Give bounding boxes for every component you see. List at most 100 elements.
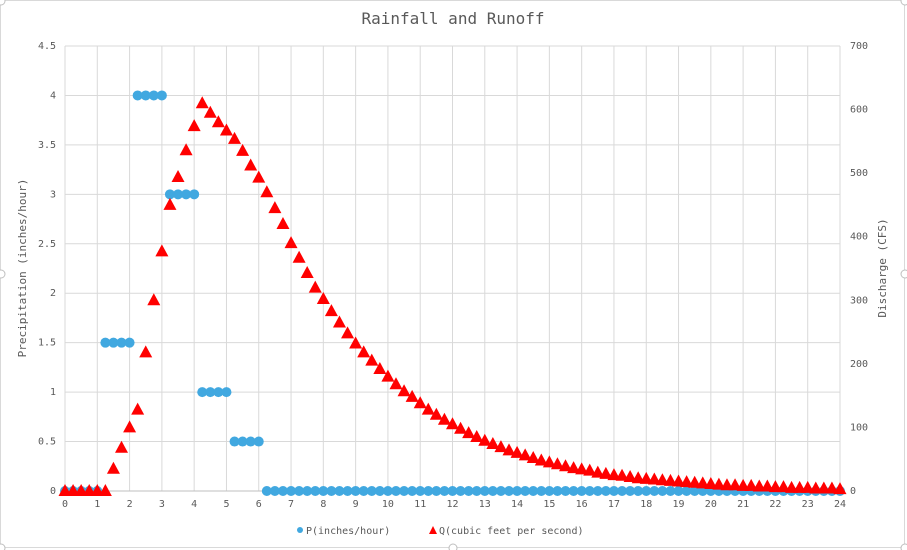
precipitation-point	[221, 387, 232, 398]
left-tick-label: 3.5	[38, 140, 56, 151]
discharge-point	[324, 304, 338, 317]
discharge-point	[744, 478, 758, 491]
discharge-point	[147, 293, 161, 306]
left-tick-label: 3	[50, 189, 56, 200]
x-tick-label: 10	[382, 499, 394, 510]
precipitation-point	[245, 436, 256, 447]
discharge-point	[696, 476, 710, 489]
discharge-point	[268, 201, 282, 214]
x-tick-label: 15	[543, 499, 555, 510]
resize-handle-middle-right[interactable]	[900, 269, 907, 279]
discharge-point	[825, 481, 839, 494]
right-tick-label: 0	[850, 486, 856, 497]
precipitation-point	[382, 486, 393, 496]
precipitation-point	[334, 486, 345, 496]
discharge-point	[284, 236, 298, 249]
precipitation-point	[173, 189, 184, 200]
x-tick-label: 20	[705, 499, 717, 510]
resize-handle-bottom-middle[interactable]	[448, 543, 458, 550]
discharge-point	[260, 185, 274, 198]
precipitation-point	[108, 337, 119, 348]
discharge-point	[712, 477, 726, 490]
resize-handle-bottom-right[interactable]	[900, 543, 907, 550]
left-tick-label: 4	[50, 90, 56, 101]
precipitation-point	[463, 486, 474, 496]
precipitation-point	[302, 486, 313, 496]
left-tick-label: 2.5	[38, 239, 56, 250]
discharge-point	[526, 450, 540, 463]
precipitation-point	[237, 436, 248, 447]
x-tick-label: 17	[608, 499, 620, 510]
discharge-point	[607, 468, 621, 481]
precipitation-point	[229, 436, 240, 447]
x-tick-label: 4	[191, 499, 197, 510]
precipitation-point	[592, 486, 603, 496]
discharge-point	[389, 377, 403, 390]
precipitation-point	[633, 486, 644, 496]
discharge-point	[421, 402, 435, 415]
discharge-point	[316, 292, 330, 305]
x-tick-label: 22	[769, 499, 781, 510]
resize-handle-middle-left[interactable]	[0, 269, 6, 279]
right-tick-label: 200	[850, 359, 868, 370]
discharge-point	[236, 143, 250, 156]
precipitation-point	[576, 486, 587, 496]
x-tick-label: 13	[479, 499, 491, 510]
discharge-point	[413, 396, 427, 409]
right-tick-label: 400	[850, 232, 868, 243]
discharge-point	[728, 478, 742, 491]
resize-handle-top-right[interactable]	[900, 0, 907, 6]
precipitation-point	[681, 486, 692, 496]
series-discharge	[58, 96, 847, 496]
discharge-point	[123, 420, 137, 433]
discharge-point	[357, 345, 371, 358]
discharge-point	[446, 417, 459, 430]
precipitation-point	[673, 486, 684, 496]
discharge-point	[131, 402, 145, 415]
discharge-point	[567, 461, 581, 474]
discharge-point	[575, 462, 589, 475]
x-tick-label: 19	[673, 499, 685, 510]
discharge-point	[599, 466, 613, 479]
discharge-point	[833, 482, 847, 495]
precipitation-point	[625, 486, 636, 496]
x-tick-label: 0	[62, 499, 68, 510]
precipitation-point	[665, 486, 676, 496]
precipitation-point	[689, 486, 700, 496]
x-tick-label: 24	[834, 499, 846, 510]
discharge-point	[341, 326, 355, 339]
discharge-point	[429, 407, 443, 420]
discharge-point	[244, 158, 258, 171]
resize-handle-top-left[interactable]	[0, 0, 6, 6]
precipitation-point	[213, 387, 224, 398]
discharge-point	[680, 475, 694, 488]
discharge-point	[300, 265, 314, 278]
discharge-point	[308, 280, 322, 293]
discharge-point	[494, 440, 508, 453]
precipitation-point	[407, 486, 418, 496]
discharge-point	[559, 459, 573, 472]
precipitation-point	[512, 486, 523, 496]
discharge-point	[365, 353, 379, 366]
discharge-point	[454, 421, 468, 434]
precipitation-point	[342, 486, 353, 496]
left-tick-label: 1.5	[38, 338, 56, 349]
precipitation-point	[205, 387, 216, 398]
discharge-point	[655, 473, 669, 486]
x-tick-label: 2	[127, 499, 133, 510]
discharge-point	[373, 361, 387, 374]
precipitation-point	[552, 486, 563, 496]
x-tick-label: 14	[511, 499, 523, 510]
precipitation-point	[148, 90, 159, 101]
discharge-point	[437, 412, 451, 425]
precipitation-point	[528, 486, 539, 496]
x-tick-label: 8	[320, 499, 326, 510]
precipitation-point	[261, 486, 272, 496]
discharge-point	[591, 465, 605, 478]
resize-handle-bottom-left[interactable]	[0, 543, 6, 550]
precipitation-point	[286, 486, 297, 496]
discharge-point	[98, 484, 112, 496]
precipitation-point	[390, 486, 401, 496]
discharge-point	[252, 170, 266, 183]
